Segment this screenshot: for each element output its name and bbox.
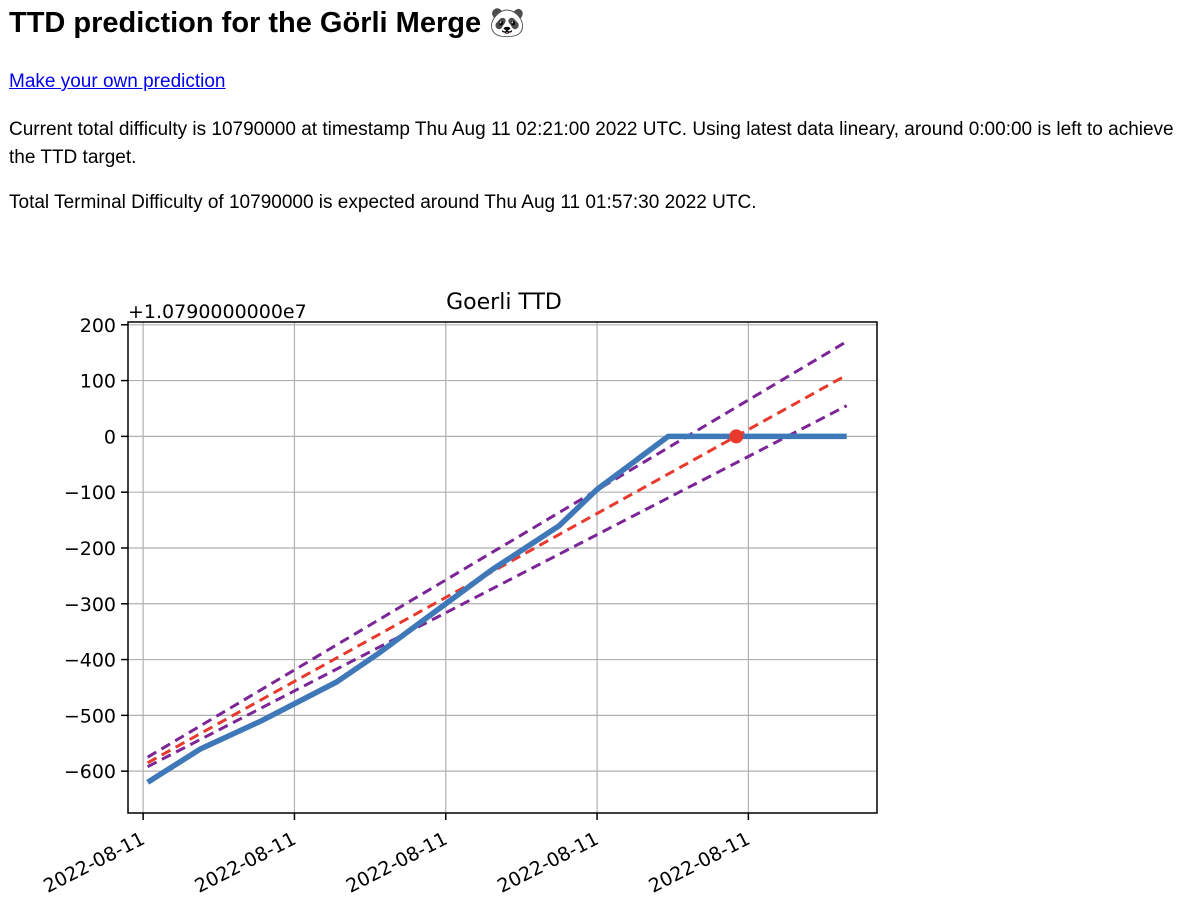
y-tick-label: −400 xyxy=(64,650,116,672)
ttd-target-point xyxy=(729,429,744,444)
chart-title: Goerli TTD xyxy=(446,290,562,315)
y-tick-label: −300 xyxy=(64,594,116,616)
page-title: TTD prediction for the Görli Merge 🐼 xyxy=(9,6,525,40)
x-tick-label: 2022-08-11 xyxy=(645,828,753,898)
series-line-upper-bound xyxy=(146,340,848,759)
y-tick-label: −200 xyxy=(64,538,116,560)
y-tick-label: −500 xyxy=(64,705,116,727)
axis-offset-label: +1.0790000000e7 xyxy=(128,301,307,323)
y-tick-label: −100 xyxy=(64,482,116,504)
x-tick-label: 2022-08-11 xyxy=(191,828,299,898)
plot-frame xyxy=(127,321,878,814)
grid-layer xyxy=(128,322,877,813)
panda-icon: 🐼 xyxy=(489,7,526,39)
series-line-lower-bound xyxy=(146,404,848,769)
y-tick-label: 0 xyxy=(104,426,116,448)
current-difficulty-text: Current total difficulty is 10790000 at … xyxy=(9,119,1174,168)
make-prediction-link[interactable]: Make your own prediction xyxy=(9,71,226,92)
x-tick-label: 2022-08-11 xyxy=(40,828,148,898)
y-tick-label: −600 xyxy=(64,761,116,783)
series-layer xyxy=(146,340,848,785)
page-title-text: TTD prediction for the Görli Merge xyxy=(9,7,482,39)
ttd-chart-container: Goerli TTD +1.0790000000e7 200 100 0 −100 −2… xyxy=(0,240,1200,907)
x-tick-label: 2022-08-11 xyxy=(343,828,451,898)
expected-ttd-text: Total Terminal Difficulty of 10790000 is… xyxy=(9,192,757,213)
x-tick-label: 2022-08-11 xyxy=(494,828,602,898)
y-tick-label: 100 xyxy=(80,371,116,393)
ttd-chart: Goerli TTD +1.0790000000e7 200 100 0 −100 −2… xyxy=(40,290,878,898)
series-line-linear-fit xyxy=(146,373,848,765)
series-line-actual xyxy=(146,433,847,785)
y-tick-label: 200 xyxy=(80,315,116,337)
